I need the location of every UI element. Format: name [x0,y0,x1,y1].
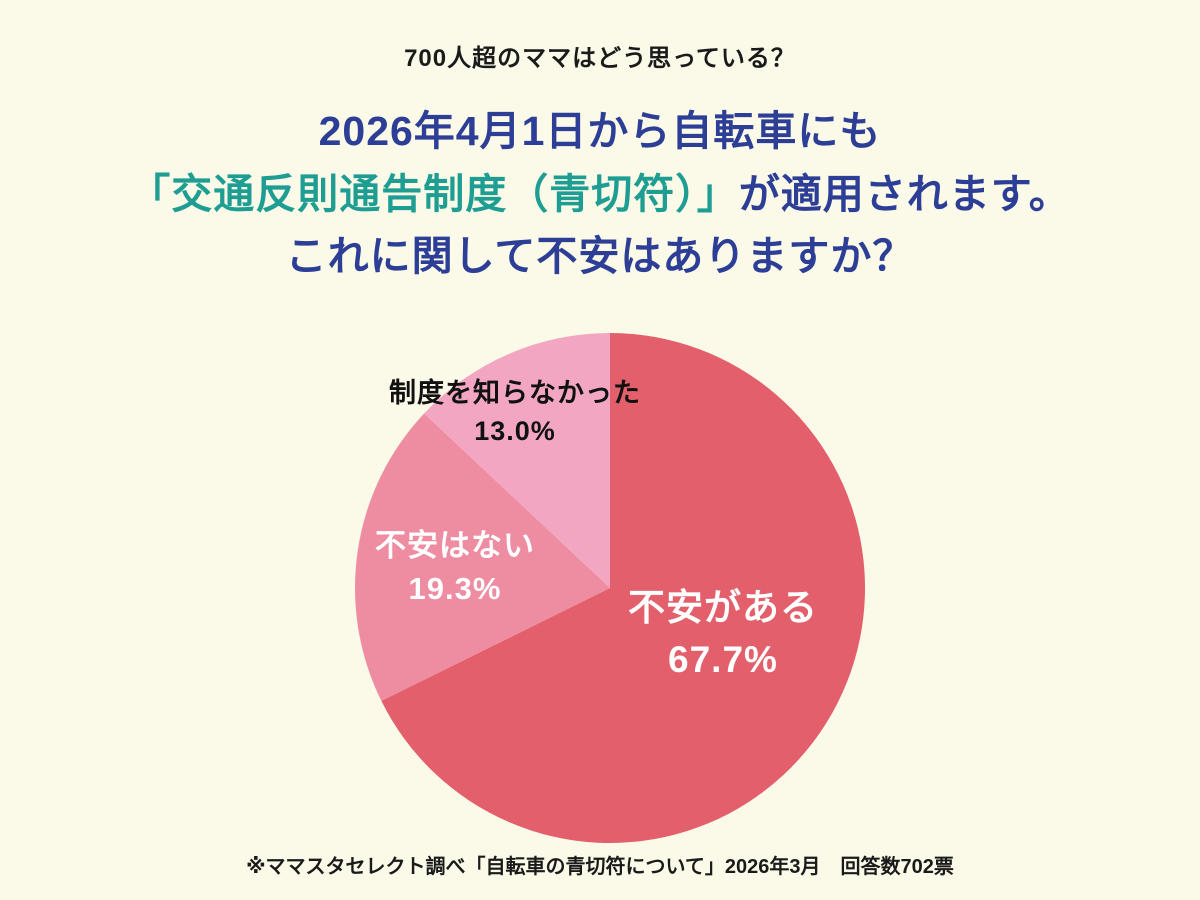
slice-label-knew-nothing-text: 制度を知らなかった [389,378,641,408]
page-title: 2026年4月1日から自転車にも 「交通反則通告制度（青切符）」が適用されます。… [0,100,1200,288]
slice-label-knew-nothing-pct: 13.0% [474,415,556,446]
title-line1: 2026年4月1日から自転車にも [318,108,882,154]
title-line2-highlight: 「交通反則通告制度（青切符）」 [129,170,739,217]
title-line3: これに関して不安はありますか？ [285,233,915,280]
source-footnote: ※ママスタセレクト調べ「自転車の青切符について」2026年3月 回答数702票 [246,856,954,878]
pie-chart [355,333,866,843]
pie-slice-1 [355,413,610,701]
slice-label-knew-nothing: 制度を知らなかった 13.0% [320,375,710,451]
slice-label-no-anxiety-pct: 19.3% [408,571,502,607]
pie-chart-area [355,333,866,843]
pie-slice-2 [424,333,610,588]
slice-label-anxiety: 不安がある 67.7% [558,582,888,686]
slice-label-anxiety-pct: 67.7% [668,638,778,680]
pie-slice-0 [381,333,866,843]
slice-label-no-anxiety: 不安はない 19.3% [330,524,580,611]
slice-label-no-anxiety-text: 不安はない [375,528,535,563]
eyebrow-text: 700人超のママはどう思っている？ [404,45,796,72]
slice-label-anxiety-text: 不安がある [628,587,818,628]
title-line2-rest: が適用されます。 [738,170,1071,217]
